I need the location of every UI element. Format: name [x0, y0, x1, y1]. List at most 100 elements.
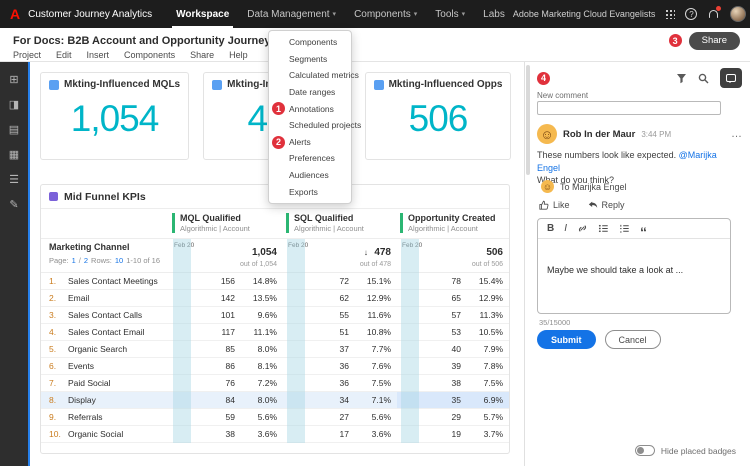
submit-button[interactable]: Submit — [537, 330, 596, 349]
column-totals-cell[interactable]: Feb 20 1,054 out of 1,054 — [169, 239, 283, 272]
user-avatar[interactable] — [730, 6, 747, 22]
sort-down-icon[interactable]: ↓ — [363, 248, 368, 257]
table-row[interactable]: 7. Paid Social 76 7.2% 36 7.5% 38 7.5% — [41, 375, 509, 392]
metric-column-header[interactable]: MQL Qualified Algorithmic | Account — [169, 209, 283, 238]
dropdown-menu-item[interactable]: Components — [269, 34, 351, 51]
cancel-button[interactable]: Cancel — [604, 330, 661, 349]
panels-icon[interactable]: ⊞ — [9, 73, 19, 86]
dropdown-menu-label: Scheduled projects — [289, 120, 362, 131]
project-menu-item[interactable]: Components — [124, 50, 176, 60]
filter-icon[interactable] — [676, 73, 687, 84]
dimension-title[interactable]: Marketing Channel — [49, 242, 130, 252]
table-row[interactable]: 9. Referrals 59 5.6% 27 5.6% 29 5.7% — [41, 409, 509, 426]
metric-percent: 15.4% — [478, 276, 503, 286]
reply-button[interactable]: Reply — [588, 200, 625, 210]
metric-cell: 117 11.1% — [169, 324, 283, 340]
quote-icon[interactable]: “ — [640, 223, 648, 240]
row-number: 10. — [49, 429, 61, 439]
table-header-row: MQL Qualified Algorithmic | Account SQL … — [41, 209, 509, 239]
dropdown-menu-item[interactable]: 2 Alerts — [269, 134, 351, 151]
link-icon[interactable] — [577, 223, 588, 234]
help-icon[interactable]: ? — [685, 8, 698, 20]
topbar-nav-item[interactable]: Data Management ▾ — [247, 0, 336, 28]
column-total-sub: out of 506 — [471, 261, 503, 268]
search-icon[interactable] — [698, 73, 709, 84]
kpi-value: 506 — [408, 98, 469, 139]
page-total[interactable]: 2 — [83, 256, 89, 265]
kpi-card[interactable]: Mkting-Influenced MQLs 1,054 — [40, 72, 190, 160]
dropdown-menu-item[interactable]: Exports — [269, 183, 351, 200]
mid-funnel-section: Mid Funnel KPIs MQL Qualified Algorithmi… — [40, 184, 510, 454]
table-row[interactable]: 3. Sales Contact Calls 101 9.6% 55 11.6% 5… — [41, 307, 509, 324]
reply-label: Reply — [601, 200, 625, 210]
topbar-nav-item[interactable]: Workspace — [172, 0, 234, 28]
dropdown-menu-item[interactable]: Date ranges — [269, 84, 351, 101]
table-row[interactable]: 5. Organic Search 85 8.0% 37 7.7% 40 7.9% — [41, 341, 509, 358]
dropdown-menu-label: Preferences — [289, 153, 335, 164]
column-totals-cell[interactable]: Feb 20 ↓ 478 out of 478 — [283, 239, 397, 272]
comment-actions: Like Reply — [539, 200, 625, 210]
project-menu-item[interactable]: Edit — [56, 50, 72, 60]
row-number: 4. — [49, 327, 57, 337]
project-menu-item[interactable]: Insert — [86, 50, 110, 60]
notifications-bell-icon[interactable] — [707, 6, 722, 20]
panel-scrollbar[interactable] — [526, 65, 530, 175]
table-row[interactable]: 4. Sales Contact Email 117 11.1% 51 10.8% … — [41, 324, 509, 341]
table-row[interactable]: 8. Display 84 8.0% 34 7.1% 35 6.9% — [41, 392, 509, 409]
rows-per-page[interactable]: 10 — [114, 256, 124, 265]
new-comment-input[interactable] — [537, 101, 721, 115]
page-current[interactable]: 1 — [71, 256, 76, 265]
reply-to-label: To Marijka Engel — [560, 181, 627, 192]
components-icon[interactable]: ▤ — [8, 123, 20, 136]
metric-value: 55 — [339, 310, 349, 320]
editor-buttons: Submit Cancel — [537, 330, 661, 349]
bold-icon[interactable]: B — [547, 223, 555, 234]
annotate-icon[interactable]: ✎ — [9, 198, 19, 211]
like-label: Like — [553, 200, 570, 210]
dropdown-menu-item[interactable]: Audiences — [269, 167, 351, 184]
comment-options-icon[interactable]: … — [731, 128, 742, 140]
tables-icon[interactable]: ▦ — [8, 148, 20, 161]
like-button[interactable]: Like — [539, 200, 570, 210]
metric-value: 27 — [339, 412, 349, 422]
bullet-list-icon[interactable] — [598, 223, 609, 234]
list-icon[interactable]: ☰ — [9, 173, 19, 186]
kpi-card[interactable]: Mkting-Influenced Opps 506 — [364, 72, 512, 160]
numbered-list-icon[interactable] — [619, 223, 630, 234]
apps-grid-icon[interactable] — [665, 9, 676, 19]
visualizations-icon[interactable]: ◨ — [8, 98, 20, 111]
reply-draft-input[interactable]: Maybe we should take a look at ... — [547, 265, 684, 275]
channel-name: Referrals — [68, 412, 103, 422]
topbar-nav-item[interactable]: Labs — [483, 0, 505, 28]
notification-dot — [716, 6, 722, 11]
table-row[interactable]: 2. Email 142 13.5% 62 12.9% 65 12.9% — [41, 290, 509, 307]
dropdown-menu-item[interactable]: 1 Annotations — [269, 100, 351, 117]
table-row[interactable]: 6. Events 86 8.1% 36 7.6% 39 7.8% — [41, 358, 509, 375]
column-totals-cell[interactable]: Feb 20 506 out of 506 — [397, 239, 509, 272]
metric-column-header[interactable]: SQL Qualified Algorithmic | Account — [283, 209, 397, 238]
dropdown-menu-item[interactable]: Preferences — [269, 150, 351, 167]
org-switcher[interactable]: Adobe Marketing Cloud Evangelists — [512, 9, 656, 19]
italic-icon[interactable]: I — [564, 223, 568, 234]
project-menu-item[interactable]: Help — [229, 50, 248, 60]
metric-column-header[interactable]: Opportunity Created Algorithmic | Accoun… — [397, 209, 509, 238]
components-dropdown-menu: Components Segments Calculated metrics D… — [268, 30, 361, 204]
share-button[interactable]: Share — [688, 31, 740, 50]
comments-panel-icons — [676, 68, 742, 88]
project-menu-item[interactable]: Share — [190, 50, 215, 60]
metric-value: 36 — [339, 378, 349, 388]
dropdown-menu-item[interactable]: Scheduled projects — [269, 117, 361, 134]
dropdown-menu-item[interactable]: Calculated metrics — [269, 67, 359, 84]
topbar-nav-item[interactable]: Components ▾ — [354, 0, 417, 28]
dropdown-menu-item[interactable]: Segments — [269, 51, 351, 68]
mention-link[interactable]: @Marijka Engel — [537, 150, 717, 173]
topbar-nav-item[interactable]: Tools ▾ — [435, 0, 465, 28]
close-comments-button[interactable] — [720, 68, 742, 88]
hide-badges-toggle[interactable] — [634, 445, 655, 456]
topbar-nav: Workspace Data Management ▾ Components ▾… — [172, 0, 505, 28]
table-row[interactable]: 1. Sales Contact Meetings 156 14.8% 72 15.… — [41, 273, 509, 290]
dropdown-menu-label: Components — [289, 37, 338, 48]
table-row[interactable]: 10. Organic Social 38 3.6% 17 3.6% 19 3.7% — [41, 426, 509, 443]
adobe-logo-icon[interactable]: A — [10, 6, 21, 22]
project-menu-item[interactable]: Project — [13, 50, 42, 60]
